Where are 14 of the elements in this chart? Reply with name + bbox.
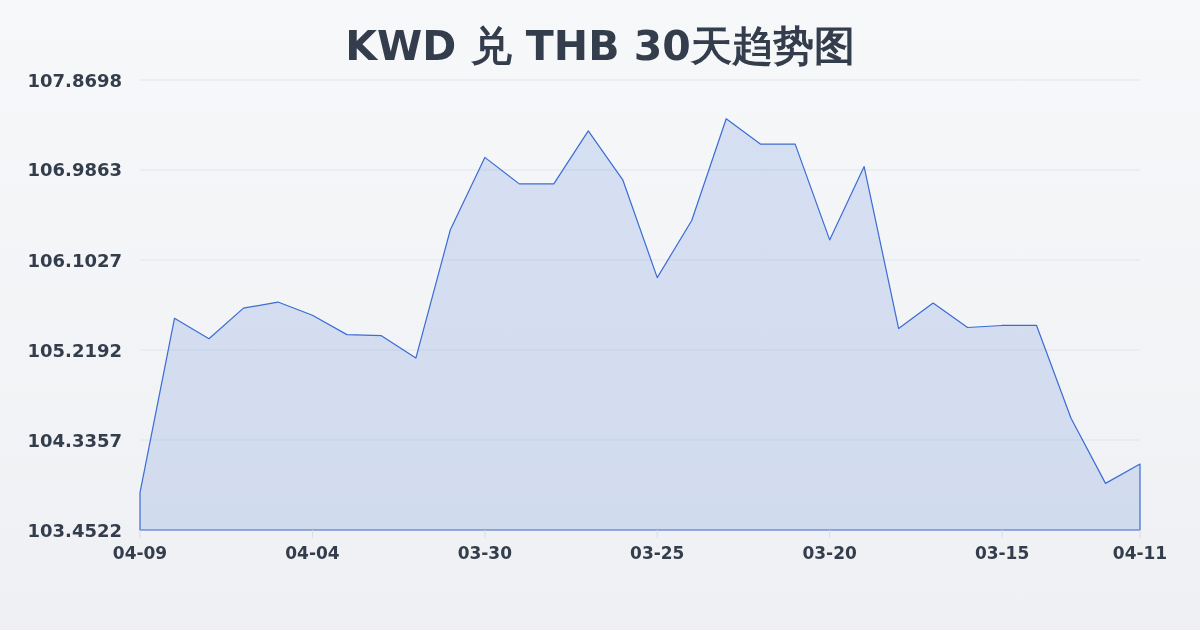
x-tick-label: 04-11 <box>1112 543 1168 563</box>
y-tick-label: 106.9863 <box>27 159 122 181</box>
x-tick-label: 03-20 <box>802 543 858 563</box>
y-tick-label: 107.8698 <box>27 69 122 91</box>
y-tick-label: 106.1027 <box>27 249 122 271</box>
title: KWD 兑 THB 30天趋势图 <box>345 22 855 70</box>
x-tick-label: 03-30 <box>457 543 513 563</box>
x-tick-label: 04-04 <box>285 543 340 563</box>
y-tick-label: 103.4522 <box>27 519 122 541</box>
y-tick-label: 104.3357 <box>27 429 122 451</box>
x-tick-label: 04-09 <box>112 543 168 563</box>
x-tick-label: 03-15 <box>974 543 1030 563</box>
y-tick-label: 105.2192 <box>27 339 122 361</box>
x-tick-label: 03-25 <box>630 543 685 563</box>
